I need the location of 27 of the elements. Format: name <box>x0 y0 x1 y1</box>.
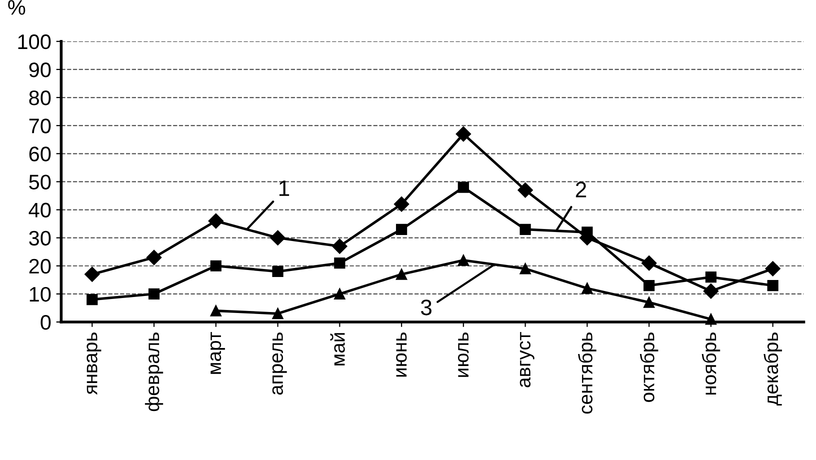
x-tick-label: январь <box>86 332 102 395</box>
x-tick-label: апрель <box>272 332 287 395</box>
y-tick-label: 50 <box>29 174 51 190</box>
x-tick-label: сентябрь <box>578 332 596 414</box>
y-tick-label: 90 <box>29 62 51 78</box>
x-tick-label: май <box>330 333 345 366</box>
y-tick-label: 20 <box>29 258 51 274</box>
y-tick-label: 60 <box>29 146 51 162</box>
y-tick-label: 30 <box>29 230 51 246</box>
y-tick-label: 0 <box>40 315 51 330</box>
x-tick-label: февраль <box>144 332 164 412</box>
x-tick-label: июнь <box>396 332 407 377</box>
x-tick-label: август <box>520 332 534 388</box>
x-tick-label: декабрь <box>764 332 782 406</box>
y-tick-label: 10 <box>30 286 51 302</box>
x-tick-label: октябрь <box>640 332 658 402</box>
y-axis-title: % <box>8 0 26 15</box>
y-tick-label: 80 <box>29 90 51 106</box>
y-tick-label: 100 <box>18 34 51 50</box>
x-tick-label: март <box>210 332 225 374</box>
series-label: 3 <box>420 300 432 316</box>
x-tick-label: ноябрь <box>702 332 720 395</box>
x-tick-label: июль <box>458 332 469 377</box>
y-tick-label: 70 <box>29 118 51 134</box>
series-label: 1 <box>279 180 290 196</box>
y-tick-label: 40 <box>28 202 51 218</box>
series-label: 2 <box>576 182 586 198</box>
